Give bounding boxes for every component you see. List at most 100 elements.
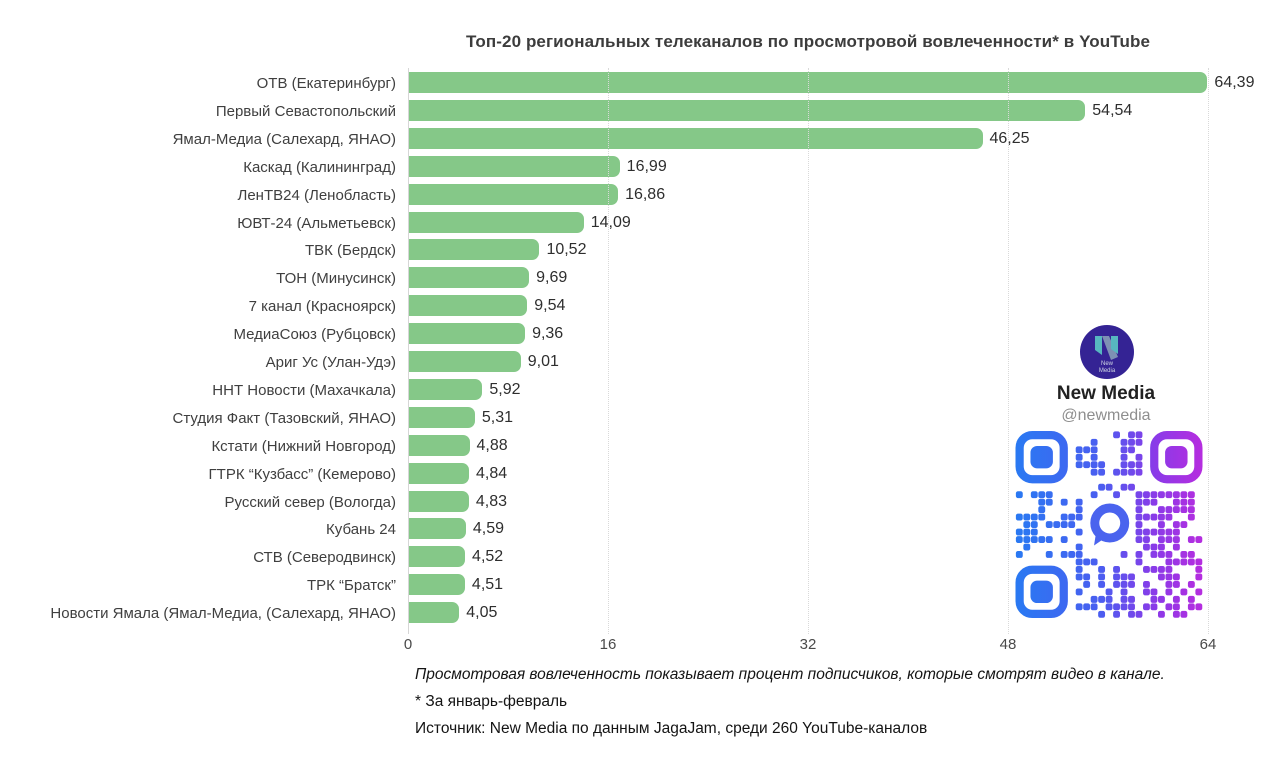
bar xyxy=(409,351,521,372)
qr-code xyxy=(1015,431,1203,618)
footnote-period: * За январь-февраль xyxy=(415,693,568,710)
chart-row: ННТ Новости (Махачкала) 5,92 xyxy=(0,378,1280,401)
logo-text-line1: New xyxy=(1101,361,1114,367)
category-label: Студия Факт (Тазовский, ЯНАО) xyxy=(172,409,396,427)
footnotes: Просмотровая вовлеченность показывает пр… xyxy=(415,661,1165,742)
category-label: Кубань 24 xyxy=(326,521,396,539)
qr-finder-bottom-left xyxy=(1015,565,1068,618)
chart-row: МедиаСоюз (Рубцовск) 9,36 xyxy=(0,323,1280,345)
value-label: 16,86 xyxy=(625,185,666,203)
chart-title: Топ-20 региональных телеканалов по просм… xyxy=(465,32,1150,51)
value-label: 9,01 xyxy=(527,353,559,370)
chart-row: ТРК “Братск” 4,51 xyxy=(0,574,1280,596)
x-axis-tick: 48 xyxy=(999,636,1017,653)
category-label: Каскад (Калининград) xyxy=(243,158,396,176)
value-label: 14,09 xyxy=(590,213,631,231)
chart-row: Новости Ямала (Ямал-Медиа, (Салехард, ЯН… xyxy=(0,602,1280,624)
gridline xyxy=(1008,68,1009,634)
value-label: 4,52 xyxy=(472,548,504,566)
chart-row: Кубань 24 4,59 xyxy=(0,518,1280,540)
value-label: 9,54 xyxy=(534,297,566,315)
bar xyxy=(409,602,460,624)
value-label: 4,84 xyxy=(476,464,508,482)
footnote-source: Источник: New Media по данным JagaJam, с… xyxy=(415,720,928,737)
bar xyxy=(409,155,620,177)
category-label: Русский север (Вологда) xyxy=(224,493,396,511)
category-label: МедиаСоюз (Рубцовск) xyxy=(233,326,396,344)
value-label: 4,59 xyxy=(472,520,505,538)
chart-row: Студия Факт (Тазовский, ЯНАО) 5,31 xyxy=(0,406,1280,429)
bar xyxy=(409,295,528,317)
chart-row: Первый Севастопольский 54,54 xyxy=(0,99,1280,122)
category-label: ТРК “Братск” xyxy=(306,577,396,595)
category-label: ННТ Новости (Махачкала) xyxy=(212,381,396,399)
value-label: 5,31 xyxy=(481,408,513,426)
category-label: Кстати (Нижний Новгород) xyxy=(211,437,396,455)
value-label: 9,36 xyxy=(532,325,564,343)
qr-center-messenger-icon xyxy=(1083,499,1135,550)
category-label: СТВ (Северодвинск) xyxy=(253,549,396,567)
bar xyxy=(409,434,470,456)
category-label: Ариг Ус (Улан-Удэ) xyxy=(265,354,396,371)
bar xyxy=(409,323,526,345)
x-axis-tick: 32 xyxy=(799,636,817,653)
qr-modules xyxy=(1015,431,1203,618)
x-axis-tick: 0 xyxy=(403,636,413,653)
category-label: 7 канал (Красноярск) xyxy=(248,298,396,316)
bar xyxy=(409,127,983,149)
category-label: ТВК (Бердск) xyxy=(304,242,396,260)
category-label: ЮВТ-24 (Альметьевск) xyxy=(237,214,396,232)
bar xyxy=(409,490,469,512)
chart-row: ЛенТВ24 (Ленобласть) 16,86 xyxy=(0,183,1280,206)
chart-row: ЮВТ-24 (Альметьевск) 14,09 xyxy=(0,211,1280,234)
value-label: 54,54 xyxy=(1092,101,1133,119)
newmedia-logo-icon: New Media xyxy=(1080,325,1134,379)
chart-row: ТВК (Бердск) 10,52 xyxy=(0,239,1280,261)
chart-row: Кстати (Нижний Новгород) 4,88 xyxy=(0,434,1280,457)
bar xyxy=(409,267,530,289)
logo-text-line2: Media xyxy=(1099,368,1116,374)
badge-name: New Media xyxy=(1056,383,1156,404)
chart-row: Ямал-Медиа (Салехард, ЯНАО) 46,25 xyxy=(0,127,1280,150)
category-label: ЛенТВ24 (Ленобласть) xyxy=(237,186,397,204)
badge-handle: @newmedia xyxy=(1061,407,1151,424)
chart-row: Русский север (Вологда) 4,83 xyxy=(0,490,1280,513)
plot-area: ОТВ (Екатеринбург) 64,39 Первый Севастопол… xyxy=(0,68,1280,634)
bar xyxy=(409,574,465,596)
chart-row: 7 канал (Красноярск) 9,54 xyxy=(0,295,1280,317)
bar xyxy=(409,99,1086,121)
chart-row: ТОН (Минусинск) 9,69 xyxy=(0,267,1280,289)
value-label: 4,51 xyxy=(471,576,504,594)
bar xyxy=(409,462,470,484)
bar xyxy=(409,183,619,205)
qr-finder-top-right xyxy=(1150,431,1203,484)
gridline xyxy=(1208,68,1209,634)
bar xyxy=(409,406,475,428)
category-label: Новости Ямала (Ямал-Медиа, (Салехард, ЯН… xyxy=(50,605,396,623)
chart-row: ОТВ (Екатеринбург) 64,39 xyxy=(0,72,1280,94)
value-label: 64,39 xyxy=(1214,74,1255,91)
bar xyxy=(409,518,466,540)
value-label: 10,52 xyxy=(546,241,587,259)
value-label: 5,92 xyxy=(489,380,521,398)
value-label: 4,88 xyxy=(476,436,508,454)
bar xyxy=(409,546,466,568)
y-axis-line xyxy=(408,68,409,634)
gridline xyxy=(608,68,609,634)
chart-row: ГТРК “Кузбасс” (Кемерово) 4,84 xyxy=(0,462,1280,485)
value-label: 9,69 xyxy=(536,269,568,287)
category-label: Ямал-Медиа (Салехард, ЯНАО) xyxy=(172,130,396,148)
bar xyxy=(409,378,483,400)
footnote-definition: Просмотровая вовлеченность показывает пр… xyxy=(415,666,1165,683)
x-axis-tick: 64 xyxy=(1199,636,1217,653)
chart-row: Каскад (Калининград) 16,99 xyxy=(0,155,1280,178)
value-label: 46,25 xyxy=(989,129,1030,147)
gridline xyxy=(808,68,809,634)
x-axis-tick: 16 xyxy=(599,636,617,653)
bar xyxy=(409,211,584,233)
category-label: Первый Севастопольский xyxy=(215,102,396,120)
category-label: ОТВ (Екатеринбург) xyxy=(256,75,396,92)
value-label: 16,99 xyxy=(626,157,667,175)
category-label: ТОН (Минусинск) xyxy=(276,270,396,288)
